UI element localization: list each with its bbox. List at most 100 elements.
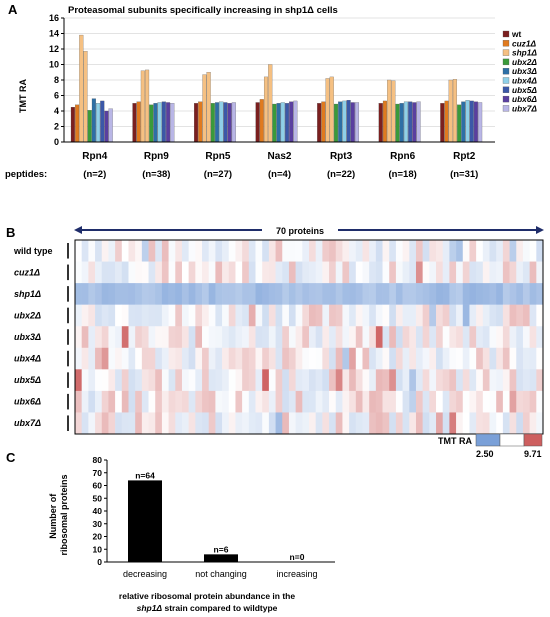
bar-rpn5-ubx5 (223, 102, 228, 143)
heatmap-row-label: cuz1Δ (14, 267, 40, 277)
heatmap-cell (355, 304, 363, 327)
category-label: increasing (276, 569, 317, 579)
heatmap-cell (516, 261, 524, 284)
heatmap-cell (88, 326, 96, 349)
heatmap-cell (108, 240, 116, 262)
heatmap-cell (81, 261, 89, 284)
heatmap-cell (375, 369, 383, 392)
heatmap-cell (181, 326, 189, 349)
heatmap-cell (362, 326, 370, 349)
heatmap-cell (135, 240, 143, 262)
heatmap-cell (188, 412, 196, 435)
legend-label: ubx6Δ (512, 94, 537, 104)
heatmap-cell (222, 412, 230, 435)
heatmap-cell (369, 369, 377, 392)
scale-high-swatch (523, 433, 543, 447)
heatmap-cell (462, 240, 470, 262)
heatmap-cell (315, 283, 323, 305)
heatmap-cell (235, 283, 243, 305)
heatmap-cell (155, 412, 163, 435)
heatmap-cell (462, 326, 470, 349)
heatmap-cell (389, 369, 397, 392)
chart-a-ylabel: TMT RA (18, 79, 28, 113)
heatmap-cell (496, 347, 504, 370)
heatmap-cell (208, 412, 216, 435)
heatmap-cell (168, 412, 176, 435)
heatmap-cell (469, 369, 477, 392)
heatmap-cell (288, 283, 296, 305)
heatmap-cell (235, 390, 243, 413)
heatmap-cell (188, 261, 196, 284)
heatmap-row-label: ubx2Δ (14, 310, 41, 320)
chart-c-ytick-label: 70 (93, 468, 103, 478)
heatmap-cell (228, 326, 236, 349)
heatmap-cell (375, 390, 383, 413)
heatmap-cell (108, 304, 116, 327)
heatmap-cell (436, 390, 444, 413)
heatmap-cell (522, 412, 530, 435)
bar-rpn9-ubx7 (170, 103, 175, 143)
heatmap-cell (476, 283, 484, 305)
heatmap-cell (222, 347, 230, 370)
heatmap-cell (121, 369, 129, 392)
heatmap-cell (155, 261, 163, 284)
bar-nas2-ubx6 (289, 101, 294, 143)
bar-rpn5-ubx4 (219, 101, 224, 143)
heatmap-cell (409, 261, 417, 284)
heatmap-cell (302, 412, 310, 435)
heatmap-cell (429, 347, 437, 370)
heatmap-cell (88, 390, 96, 413)
heatmap-cell (115, 240, 123, 262)
heatmap-cell (275, 283, 283, 305)
heatmap-cell (161, 412, 169, 435)
heatmap-cell (75, 261, 82, 284)
heatmap-cell (502, 304, 510, 327)
heatmap-cell (355, 369, 363, 392)
heatmap-cell (275, 240, 283, 262)
heatmap-cell (536, 412, 544, 435)
heatmap-cell (482, 390, 490, 413)
heatmap-cell (175, 304, 183, 327)
heatmap-cell (315, 369, 323, 392)
heatmap-cell (469, 283, 477, 305)
heatmap-cell (402, 347, 410, 370)
bar-nas2-ubx5 (284, 103, 290, 143)
heatmap-cell (482, 412, 490, 435)
heatmap-cell (275, 347, 283, 370)
heatmap-cell (422, 261, 430, 284)
heatmap-cell (88, 240, 96, 262)
heatmap-cell (248, 261, 256, 284)
heatmap-cell (522, 326, 530, 349)
heatmap-cell (108, 347, 116, 370)
heatmap-cell (202, 369, 210, 392)
heatmap-cell (235, 240, 243, 262)
heatmap-cell (469, 347, 477, 370)
heatmap-cell (442, 283, 450, 305)
panel-label-b: B (6, 225, 16, 240)
heatmap-cell (509, 390, 517, 413)
heatmap-cell (375, 412, 383, 435)
heatmap-cell (128, 304, 136, 327)
heatmap-cell (255, 347, 263, 370)
heatmap-cell (195, 347, 203, 370)
heatmap-cell (75, 304, 82, 327)
heatmap-cell (222, 283, 230, 305)
heatmap-cell (88, 347, 96, 370)
bar-rpn9-ubx3 (153, 103, 158, 143)
heatmap-cell (268, 283, 276, 305)
bar-nas2-ubx2 (272, 103, 277, 143)
heatmap-cell (395, 240, 403, 262)
heatmap-cell (268, 347, 276, 370)
heatmap-cell (222, 240, 230, 262)
heatmap-cell (516, 304, 524, 327)
heatmap-cell (315, 240, 323, 262)
heatmap-cell (175, 390, 183, 413)
chart-c-ytick-label: 0 (97, 557, 102, 567)
heatmap-cell (349, 347, 357, 370)
heatmap-cell (215, 240, 223, 262)
heatmap-cell (342, 326, 350, 349)
heatmap-cell (389, 347, 397, 370)
heatmap-cell (188, 304, 196, 327)
heatmap-cell (295, 240, 303, 262)
heatmap-cell (275, 261, 283, 284)
